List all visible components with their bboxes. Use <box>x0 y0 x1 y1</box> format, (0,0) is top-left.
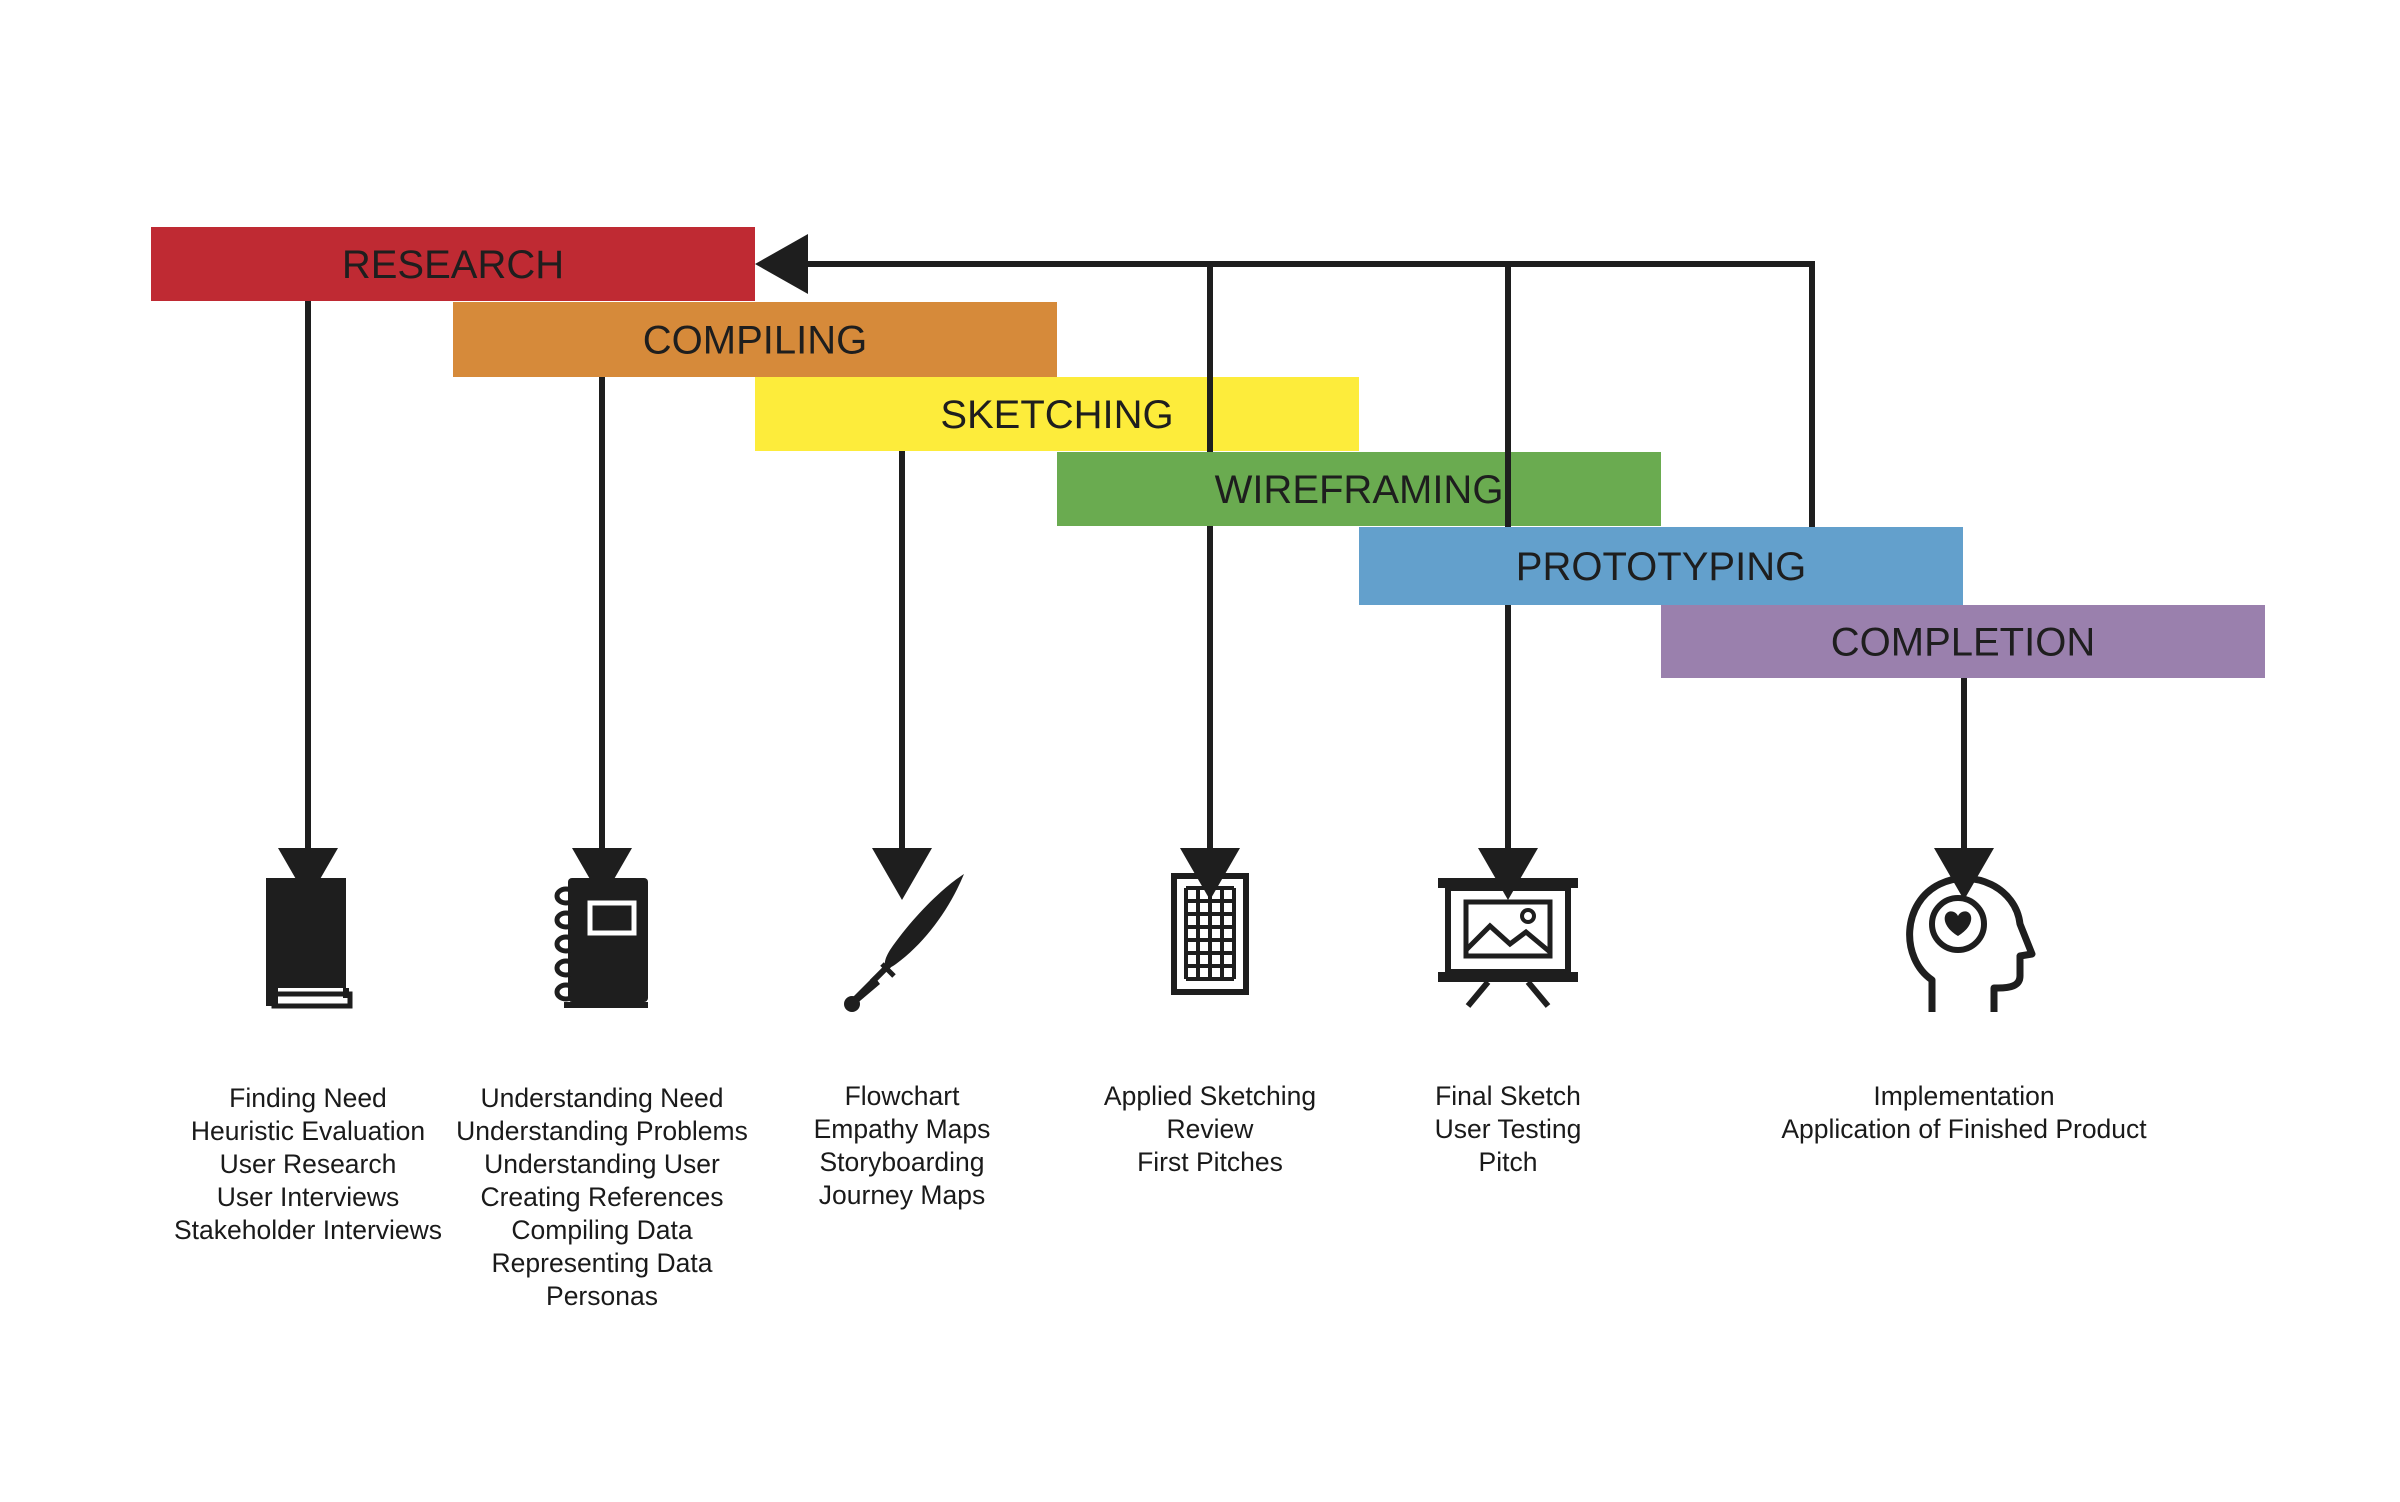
easel-icon <box>1438 862 1578 1008</box>
activity-item: User Research <box>219 1149 397 1179</box>
activity-item: Understanding Problems <box>456 1116 748 1146</box>
activity-list-research: Finding Need Heuristic Evaluation User Res… <box>108 1082 508 1247</box>
phase-bar-prototyping <box>1359 527 1963 605</box>
phase-label-completion: COMPLETION <box>1831 621 2095 665</box>
phase-icons <box>266 862 2036 1012</box>
down-arrow-completion <box>1934 848 1994 900</box>
phase-label-sketching: SKETCHING <box>940 393 1173 437</box>
activity-item: Flowchart <box>844 1081 960 1111</box>
activity-list-sketching: Flowchart Empathy Maps Storyboarding Journe… <box>702 1080 1102 1212</box>
activity-item: First Pitches <box>1137 1147 1283 1177</box>
phase-bar-completion <box>1661 605 2265 678</box>
head-heart-icon <box>1906 875 2036 1012</box>
phase-bar-research <box>151 227 755 301</box>
activity-item: Understanding User <box>484 1149 720 1179</box>
activity-item: Applied Sketching <box>1103 1081 1317 1111</box>
activity-item: Finding Need <box>229 1083 387 1113</box>
activity-item: Stakeholder Interviews <box>173 1215 443 1245</box>
activity-item: Creating References <box>480 1182 724 1212</box>
activity-item: Pitch <box>1478 1147 1538 1177</box>
activity-item: Storyboarding <box>819 1147 985 1177</box>
phase-label-wireframing: WIREFRAMING <box>1215 468 1504 512</box>
activity-item: User Interviews <box>216 1182 400 1212</box>
activity-list-completion: Implementation Application of Finished Pr… <box>1764 1080 2164 1146</box>
down-arrow-sketching <box>872 848 932 900</box>
activity-item: Journey Maps <box>818 1180 986 1210</box>
activity-item: Review <box>1166 1114 1254 1144</box>
activity-item: Implementation <box>1873 1081 2055 1111</box>
connector-lines <box>278 234 1994 900</box>
phase-bar-sketching <box>755 377 1359 451</box>
phase-label-compiling: COMPILING <box>643 319 867 363</box>
phase-bar-wireframing <box>1057 452 1661 526</box>
activity-item: Heuristic Evaluation <box>190 1116 426 1146</box>
activity-item: Understanding Need <box>480 1083 724 1113</box>
notebook-icon <box>554 878 648 1008</box>
quill-icon <box>844 874 964 1012</box>
phase-bar-compiling <box>453 302 1057 377</box>
grid-frame-icon <box>1171 873 1249 995</box>
activity-item: Compiling Data <box>511 1215 693 1245</box>
phase-label-prototyping: PROTOTYPING <box>1516 545 1806 589</box>
activity-list-compiling: Understanding Need Understanding Problems… <box>402 1082 802 1313</box>
down-arrow-compiling <box>572 848 632 900</box>
book-icon <box>266 878 353 1009</box>
down-arrow-research <box>278 848 338 900</box>
activity-item: Application of Finished Product <box>1781 1114 2147 1144</box>
left-arrow-to-research <box>755 234 808 294</box>
activity-item: Personas <box>546 1281 658 1311</box>
phase-bars: RESEARCH COMPILING SKETCHING WIREFRAMING PRO… <box>151 227 2265 678</box>
activity-item: User Testing <box>1434 1114 1582 1144</box>
activity-item: Empathy Maps <box>813 1114 991 1144</box>
activity-item: Final Sketch <box>1435 1081 1581 1111</box>
phase-label-research: RESEARCH <box>342 243 564 287</box>
activity-list-prototyping: Final Sketch User Testing Pitch <box>1308 1080 1708 1179</box>
activity-item: Representing Data <box>491 1248 713 1278</box>
activity-list-wireframing: Applied Sketching Review First Pitches <box>1010 1080 1410 1179</box>
